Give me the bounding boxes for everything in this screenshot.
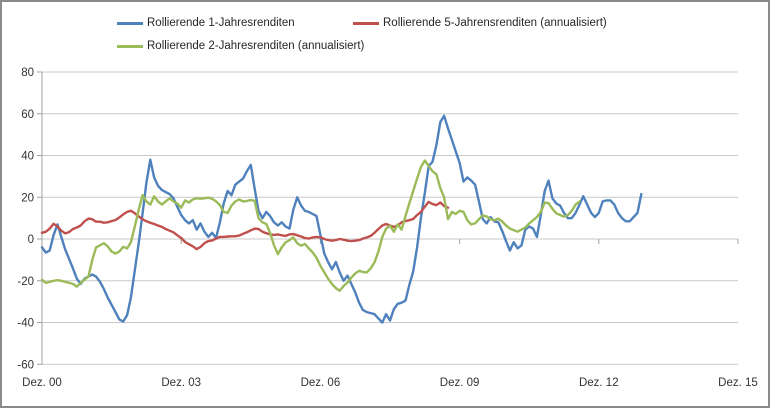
x-tick-label: Dez. 00 bbox=[22, 377, 62, 389]
legend-line-swatch-green-icon bbox=[117, 44, 143, 48]
series-line-2 bbox=[40, 159, 581, 292]
y-tick-label: -60 bbox=[17, 359, 34, 371]
y-tick-label: 20 bbox=[21, 192, 34, 204]
legend-line-swatch-blue-icon bbox=[117, 21, 143, 25]
series-line-0 bbox=[40, 114, 643, 324]
x-tick-label: Dez. 15 bbox=[718, 377, 758, 389]
legend-item-1yr: Rollierende 1-Jahresrenditen bbox=[117, 16, 295, 30]
y-tick-label: 60 bbox=[21, 109, 34, 121]
x-tick-label: Dez. 03 bbox=[161, 377, 201, 389]
y-tick-label: 0 bbox=[28, 234, 34, 246]
y-tick-label: 80 bbox=[21, 67, 34, 79]
legend-label-1yr: Rollierende 1-Jahresrenditen bbox=[147, 17, 295, 29]
x-tick-label: Dez. 09 bbox=[440, 377, 480, 389]
legend-label-5yr: Rollierende 5-Jahrensrenditen (annualisi… bbox=[383, 17, 607, 29]
y-tick-label: -40 bbox=[17, 318, 34, 330]
y-tick-label: 40 bbox=[21, 151, 34, 163]
legend-item-2yr: Rollierende 2-Jahresrenditen (annualisie… bbox=[117, 39, 364, 53]
legend-label-2yr: Rollierende 2-Jahresrenditen (annualisie… bbox=[147, 40, 365, 52]
x-tick-label: Dez. 06 bbox=[301, 377, 341, 389]
x-tick-label: Dez. 12 bbox=[579, 377, 619, 389]
y-tick-label: -20 bbox=[17, 276, 34, 288]
legend-item-5yr: Rollierende 5-Jahrensrenditen (annualisi… bbox=[353, 16, 607, 30]
legend-line-swatch-red-icon bbox=[353, 21, 379, 25]
series-line-1 bbox=[40, 200, 450, 251]
